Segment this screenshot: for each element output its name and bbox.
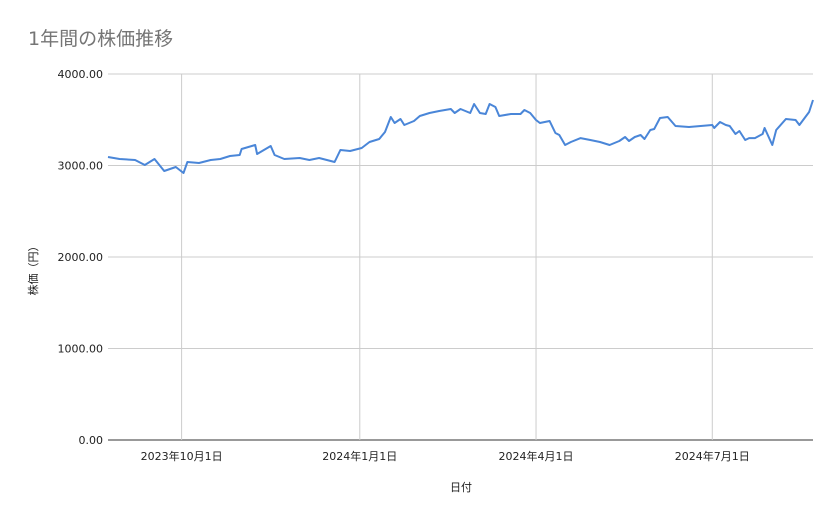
x-axis-label: 日付 [450, 481, 472, 494]
y-tick-label: 0.00 [79, 434, 104, 447]
grid [108, 73, 813, 441]
chart-title: 1年間の株価推移 [28, 28, 173, 50]
y-tick-label: 3000.00 [58, 160, 104, 173]
y-tick-label: 2000.00 [58, 251, 104, 264]
y-tick-label: 1000.00 [58, 343, 104, 356]
y-axis-ticks: 0.00 1000.00 2000.00 3000.00 4000.00 [58, 68, 104, 447]
x-tick-label: 2023年10月1日 [141, 449, 223, 463]
x-tick-label: 2024年1月1日 [322, 449, 397, 463]
series-line [107, 99, 814, 174]
x-axis-ticks: 2023年10月1日 2024年1月1日 2024年4月1日 2024年7月1日 [141, 449, 750, 463]
x-tick-label: 2024年4月1日 [499, 449, 574, 463]
series-lines [107, 99, 814, 174]
y-tick-label: 4000.00 [58, 68, 104, 81]
y-axis-label: 株価（円） [26, 241, 40, 296]
x-tick-label: 2024年7月1日 [675, 449, 750, 463]
